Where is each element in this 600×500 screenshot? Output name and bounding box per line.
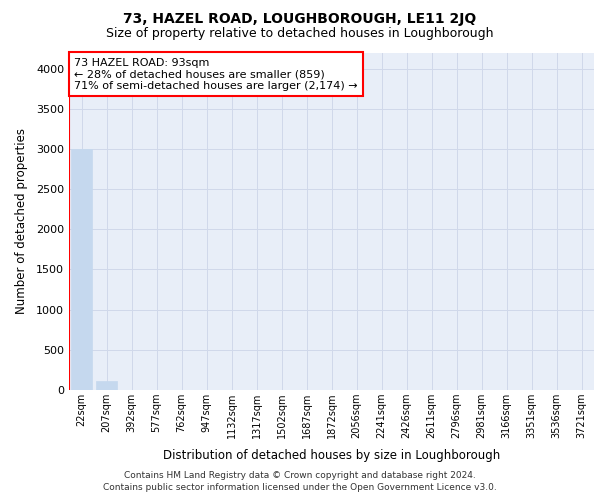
Bar (96, 381, 117, 390)
X-axis label: Distribution of detached houses by size in Loughborough: Distribution of detached houses by size … (163, 450, 500, 462)
Text: 73, HAZEL ROAD, LOUGHBOROUGH, LE11 2JQ: 73, HAZEL ROAD, LOUGHBOROUGH, LE11 2JQ (124, 12, 476, 26)
Text: Size of property relative to detached houses in Loughborough: Size of property relative to detached ho… (106, 28, 494, 40)
Y-axis label: Number of detached properties: Number of detached properties (14, 128, 28, 314)
Bar (71, 149, 92, 390)
Text: Contains HM Land Registry data © Crown copyright and database right 2024.
Contai: Contains HM Land Registry data © Crown c… (103, 471, 497, 492)
Text: 73 HAZEL ROAD: 93sqm
← 28% of detached houses are smaller (859)
71% of semi-deta: 73 HAZEL ROAD: 93sqm ← 28% of detached h… (74, 58, 358, 91)
